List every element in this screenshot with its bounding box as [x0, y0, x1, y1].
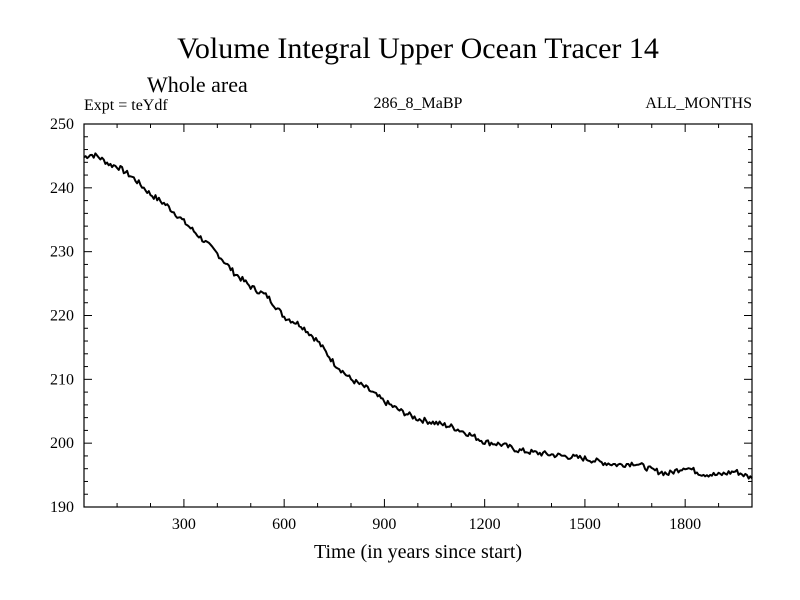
axis-ticks — [84, 124, 752, 507]
run-label: 286_8_MaBP — [374, 95, 463, 112]
x-tick-label: 1500 — [569, 516, 601, 533]
x-tick-label: 300 — [172, 516, 196, 533]
x-axis-label: Time (in years since start) — [314, 541, 522, 563]
y-tick-label: 250 — [50, 116, 74, 133]
y-tick-label: 210 — [50, 371, 74, 388]
x-tick-label: 1800 — [669, 516, 701, 533]
chart-subtitle: Whole area — [147, 72, 248, 97]
y-tick-label: 230 — [50, 244, 74, 261]
plot-frame — [83, 123, 753, 508]
y-tick-label: 190 — [50, 499, 74, 516]
y-tick-label: 240 — [50, 180, 74, 197]
series-line — [83, 152, 753, 480]
chart-title: Volume Integral Upper Ocean Tracer 14 — [177, 32, 659, 65]
x-tick-label: 1200 — [469, 516, 501, 533]
months-label: ALL_MONTHS — [645, 95, 752, 112]
experiment-label: Expt = teYdf — [84, 97, 168, 114]
y-tick-label: 220 — [50, 308, 74, 325]
y-tick-label: 200 — [50, 435, 74, 452]
axis-tick-labels: 300 600 900 1200 1500 1800 190 200 210 220 230 240 2… — [50, 116, 701, 533]
x-tick-label: 900 — [372, 516, 396, 533]
x-tick-label: 600 — [272, 516, 296, 533]
